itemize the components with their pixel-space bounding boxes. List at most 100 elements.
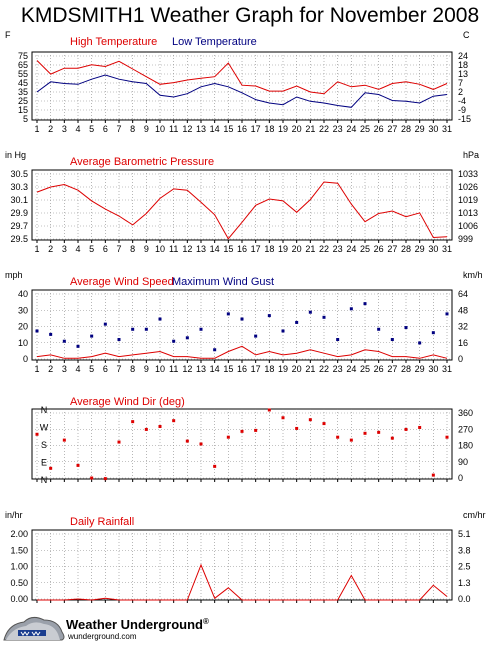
temperature-ytick-left: 5 [23,114,28,124]
wind-right-unit: km/h [463,270,483,280]
wind_dir-point [199,442,203,446]
wind_dir-point [390,436,394,440]
wind-left-unit: mph [5,270,23,280]
temperature-xtick-label: 30 [428,124,438,134]
wind-xtick-label: 7 [116,364,121,374]
brand-site: wunderground.com [68,632,137,641]
rainfall-left-unit: in/hr [5,510,23,520]
wind-ytick-left: 40 [18,289,28,299]
wind_dir-ytick-right: 360 [458,408,473,418]
pressure-xtick-label: 14 [210,244,220,254]
wind-point [117,338,121,342]
pressure-xtick-label: 17 [251,244,261,254]
temperature-xtick-label: 29 [415,124,425,134]
temperature-xtick-label: 25 [360,124,370,134]
temperature-title-2: Low Temperature [172,36,257,48]
wind-point [103,322,107,326]
wind-point [308,310,312,314]
temperature-xtick-label: 1 [34,124,39,134]
wind-xtick-label: 5 [89,364,94,374]
temperature-xtick-label: 26 [374,124,384,134]
temperature-xtick-label: 20 [292,124,302,134]
wind-point [349,307,353,311]
wind-point [172,339,176,343]
wind_dir-compass-label: E [41,458,47,468]
wind-xtick-label: 1 [34,364,39,374]
rainfall-ytick-right: 5.1 [458,529,471,539]
pressure-xtick-label: 2 [48,244,53,254]
wind-point [35,329,39,333]
temperature-ytick-left: 65 [18,60,28,70]
wind_dir-compass-label: S [41,440,47,450]
wind_dir-point [103,477,107,481]
temperature-xtick-label: 4 [75,124,80,134]
wind-xtick-label: 24 [346,364,356,374]
temperature-xtick-label: 13 [196,124,206,134]
wind-point [185,336,189,340]
temperature-ytick-right: 2 [458,87,463,97]
temperature-ytick-right: 7 [458,78,463,88]
wind-point [404,326,408,330]
pressure-xtick-label: 26 [374,244,384,254]
pressure-xtick-label: 31 [442,244,452,254]
temperature-xtick-label: 15 [223,124,233,134]
wind_dir-point [185,439,189,443]
rainfall-ytick-left: 0.00 [10,594,28,604]
pressure-xtick-label: 11 [169,244,178,254]
pressure-ytick-right: 1026 [458,182,478,192]
wind-xtick-label: 17 [251,364,261,374]
temperature-ytick-left: 45 [18,78,28,88]
pressure-ytick-left: 30.1 [10,195,28,205]
pressure-xtick-label: 1 [34,244,39,254]
rainfall-ytick-right: 0.0 [458,594,471,604]
rainfall-series-line [37,563,448,601]
temperature-series-line [36,60,448,95]
wind-xtick-label: 9 [144,364,149,374]
temperature-ytick-left: 15 [18,105,28,115]
wind_dir-point [363,431,367,435]
pressure-xtick-label: 15 [223,244,233,254]
wind-xtick-label: 11 [169,364,178,374]
wind-point [90,334,94,338]
wind_dir-point [404,427,408,431]
wind-xtick-label: 3 [62,364,67,374]
wind-xtick-label: 18 [264,364,274,374]
wind_dir-compass-label: W [40,423,49,433]
temperature-ytick-left: 35 [18,87,28,97]
wind_dir-point [226,435,230,439]
wind-point [445,312,449,316]
wind-point [390,338,394,342]
pressure-xtick-label: 4 [75,244,80,254]
wind-ytick-right: 32 [458,322,468,332]
wind-xtick-label: 28 [401,364,411,374]
wind-xtick-label: 29 [415,364,425,374]
temperature-xtick-label: 2 [48,124,53,134]
wind-xtick-label: 19 [278,364,288,374]
wind-point [144,327,148,331]
temperature-ytick-left: 25 [18,96,28,106]
pressure-xtick-label: 28 [401,244,411,254]
wind_dir-point [254,428,258,432]
pressure-xtick-label: 30 [428,244,438,254]
temperature-xtick-label: 12 [182,124,192,134]
wind_dir-point [377,430,381,434]
pressure-right-unit: hPa [463,150,479,160]
temperature-ytick-right: 18 [458,60,468,70]
temperature-ytick-right: 24 [458,51,468,61]
wind_dir-frame [31,408,453,480]
temperature-title-1: High Temperature [70,36,157,48]
wind-point [295,320,299,324]
wind-point [254,334,258,338]
wind-point [267,314,271,318]
pressure-xtick-label: 18 [264,244,274,254]
wind_dir-point [349,438,353,442]
rainfall-ytick-left: 0.50 [10,578,28,588]
wind_dir-point [90,476,94,480]
wind-point [377,327,381,331]
wind-ytick-right: 0 [458,354,463,364]
wind-xtick-label: 25 [360,364,370,374]
wind-title-1: Average Wind Speed [70,276,174,288]
wind_dir-compass-label: N [41,475,48,485]
wind_dir-point [213,464,217,468]
pressure-xtick-label: 20 [292,244,302,254]
